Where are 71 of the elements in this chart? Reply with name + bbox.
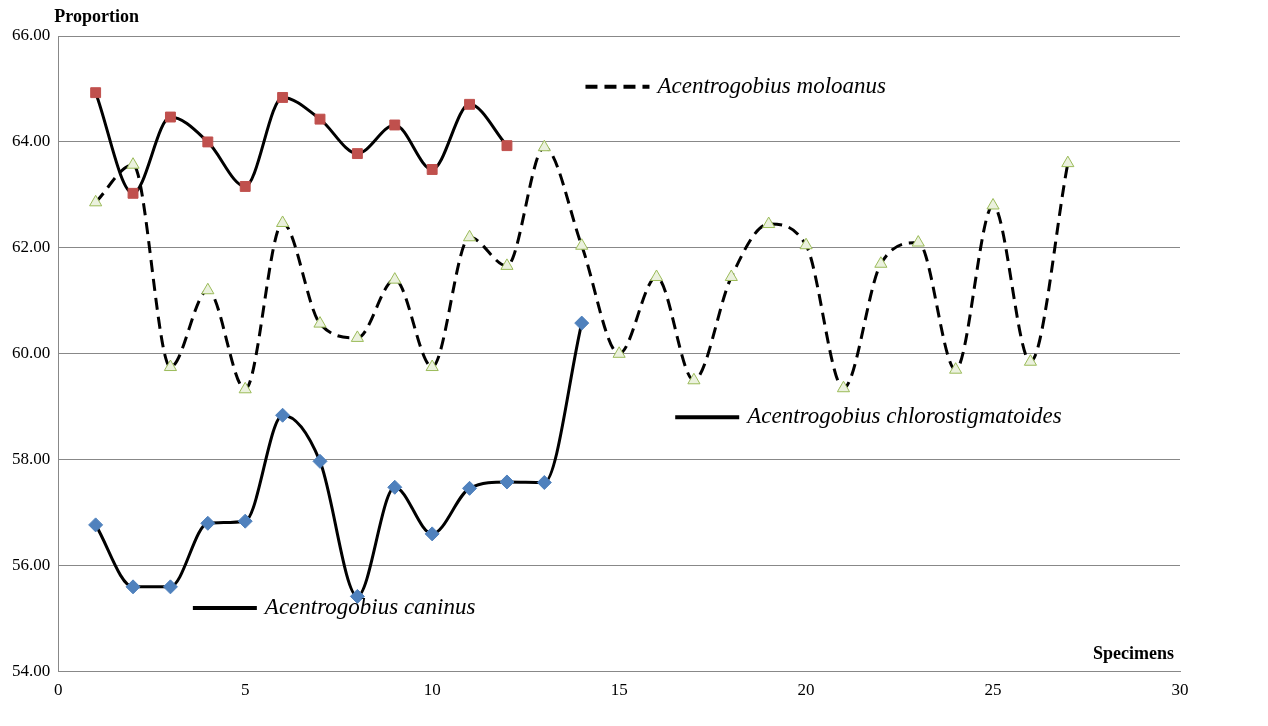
point (464, 98, 476, 110)
point (202, 136, 214, 148)
point (499, 474, 515, 490)
legend-label: Acentrogobius moloanus (655, 72, 887, 98)
point (986, 197, 1000, 210)
y-tick-label: 62.00 (12, 237, 51, 257)
point (1061, 155, 1075, 168)
point (163, 359, 177, 372)
point (388, 272, 402, 284)
point (387, 479, 403, 495)
point (537, 139, 551, 152)
point (127, 187, 139, 199)
y-tick-label: 54.00 (12, 661, 51, 681)
x-tick-label: 5 (240, 680, 250, 700)
y-tick-label: 64.00 (12, 131, 51, 151)
y-tick-label: 66.00 (12, 25, 51, 45)
point (237, 513, 253, 529)
point (1023, 354, 1037, 366)
point (574, 315, 590, 331)
x-axis-title: Specimens (1093, 643, 1174, 664)
point (89, 194, 103, 207)
point (125, 579, 141, 595)
point (312, 453, 328, 469)
point (874, 256, 888, 268)
x-tick-label: 25 (984, 680, 1002, 700)
point (200, 515, 216, 531)
x-tick-label: 0 (54, 680, 63, 700)
y-tick-label: 56.00 (12, 555, 51, 575)
point (724, 269, 738, 281)
point (649, 269, 664, 281)
point (277, 91, 289, 103)
point (501, 140, 513, 152)
point (536, 475, 552, 491)
y-axis-title: Proportion (54, 5, 139, 26)
point (162, 579, 178, 595)
point (389, 119, 401, 131)
y-tick-label: 58.00 (12, 449, 51, 469)
point (799, 237, 813, 250)
x-tick-label: 20 (797, 680, 815, 700)
point (612, 346, 626, 358)
point (90, 87, 102, 99)
point (238, 381, 252, 394)
point (239, 180, 251, 192)
point (351, 148, 363, 160)
point (314, 113, 326, 125)
x-tick-label: 15 (610, 680, 628, 700)
point (275, 407, 291, 423)
point (836, 380, 851, 393)
point (126, 157, 140, 169)
point (88, 517, 104, 533)
point (949, 362, 963, 374)
point (762, 216, 776, 229)
point (463, 229, 477, 242)
point (201, 282, 215, 295)
point (424, 526, 440, 542)
point (164, 111, 176, 123)
legend-label: Acentrogobius caninus (262, 594, 476, 620)
x-tick-label: 30 (1171, 680, 1189, 700)
point (276, 215, 290, 227)
point (500, 258, 514, 270)
point (462, 480, 478, 496)
point (575, 238, 589, 250)
point (313, 316, 327, 328)
point (687, 372, 701, 385)
y-tick-label: 60.00 (12, 343, 51, 363)
x-tick-label: 10 (423, 680, 441, 700)
point (350, 330, 364, 342)
point (911, 235, 925, 247)
point (426, 164, 438, 175)
point (425, 359, 439, 372)
legend-label: Acentrogobius chlorostigmatoides (745, 403, 1062, 429)
